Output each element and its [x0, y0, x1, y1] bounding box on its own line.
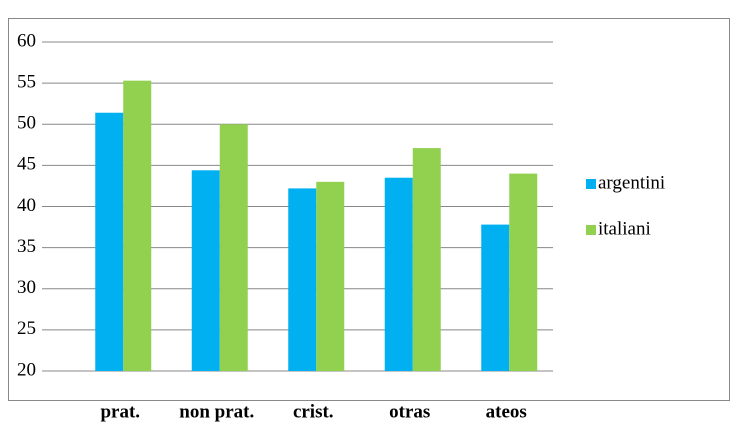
y-tick-label: 60	[17, 30, 36, 51]
bar	[384, 177, 413, 371]
y-tick-label: 20	[17, 359, 36, 380]
x-tick-label: prat.	[100, 401, 140, 422]
bar	[412, 148, 441, 371]
y-tick-label: 25	[17, 318, 36, 339]
bar	[316, 181, 345, 371]
bar	[219, 124, 248, 371]
x-tick-label: crist.	[293, 401, 334, 422]
legend-label: argentini	[598, 172, 665, 193]
bar	[509, 173, 538, 371]
y-tick-label: 55	[17, 71, 36, 92]
bar	[123, 80, 152, 371]
legend-swatch	[586, 225, 596, 235]
legend-swatch	[586, 179, 596, 189]
y-tick-label: 50	[17, 113, 36, 134]
bar	[95, 112, 124, 372]
y-tick-label: 30	[17, 277, 36, 298]
x-tick-label: ateos	[486, 401, 527, 422]
y-tick-label: 45	[17, 154, 36, 175]
y-tick-label: 40	[17, 195, 36, 216]
legend-label: italiani	[598, 218, 651, 239]
y-tick-label: 35	[17, 236, 36, 257]
bar	[481, 224, 510, 371]
x-tick-label: non prat.	[179, 401, 254, 422]
bar	[191, 170, 220, 371]
x-tick-label: otras	[389, 401, 430, 422]
bar	[288, 188, 317, 371]
